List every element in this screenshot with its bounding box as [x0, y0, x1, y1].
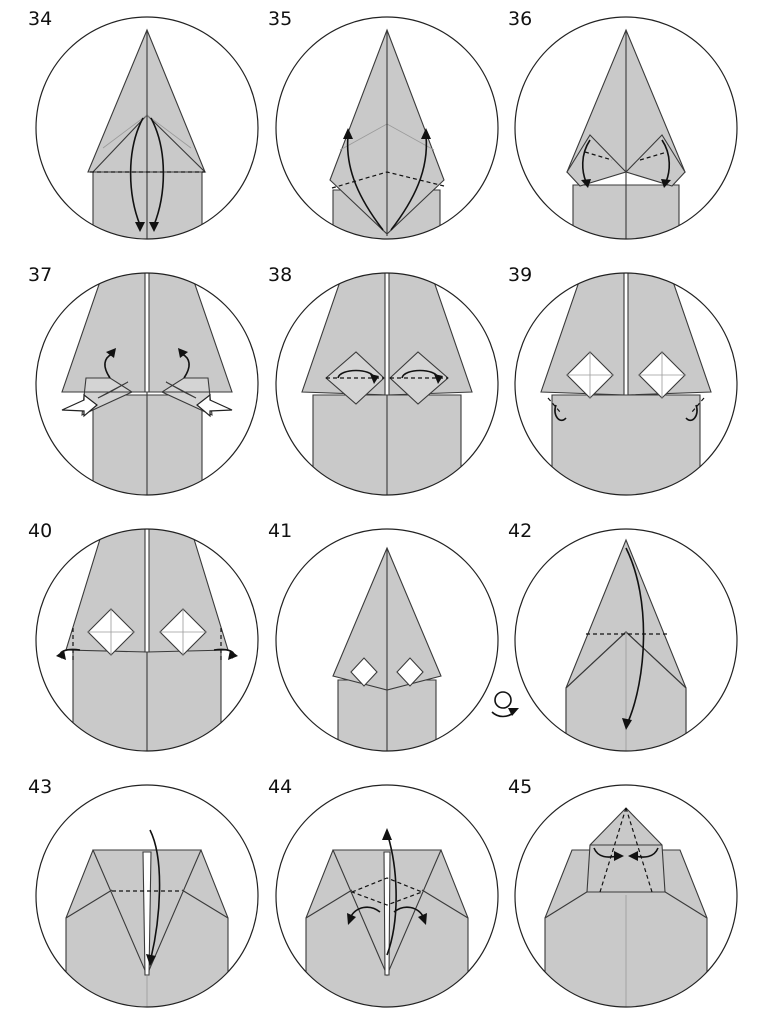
step-number: 41: [268, 520, 293, 542]
step-number: 36: [508, 8, 533, 30]
step-44-diagram: [275, 784, 499, 1008]
step-number: 40: [28, 520, 53, 542]
turn-over-icon: [491, 691, 519, 718]
step-number: 44: [268, 776, 293, 798]
step-35-diagram: [275, 16, 499, 240]
step-38-diagram: [275, 272, 499, 496]
step-frame: [514, 784, 738, 1008]
step-frame: [35, 16, 259, 240]
step-36-diagram: [514, 16, 738, 240]
step-frame: [275, 16, 499, 240]
step-number: 39: [508, 264, 533, 286]
step-number: 38: [268, 264, 293, 286]
step-frame: [275, 528, 499, 752]
step-frame: [514, 16, 738, 240]
step-40-diagram: [35, 528, 259, 752]
step-frame: [35, 272, 259, 496]
step-41-diagram: [275, 528, 519, 752]
step-frame: [35, 528, 259, 752]
step-43-diagram: [35, 784, 259, 1008]
step-39-diagram: [514, 272, 738, 496]
step-frame: [275, 272, 499, 496]
step-42-diagram: [514, 528, 738, 752]
step-number: 34: [28, 8, 53, 30]
step-number: 35: [268, 8, 293, 30]
step-number: 37: [28, 264, 53, 286]
step-37-diagram: [35, 272, 259, 496]
step-frame: [275, 784, 499, 1008]
step-frame: [35, 784, 259, 1008]
step-number: 45: [508, 776, 533, 798]
step-34-diagram: [35, 16, 259, 240]
step-number: 43: [28, 776, 53, 798]
step-frame: [514, 272, 738, 496]
step-45-diagram: [514, 784, 738, 1008]
step-frame: [514, 528, 738, 752]
step-number: 42: [508, 520, 533, 542]
